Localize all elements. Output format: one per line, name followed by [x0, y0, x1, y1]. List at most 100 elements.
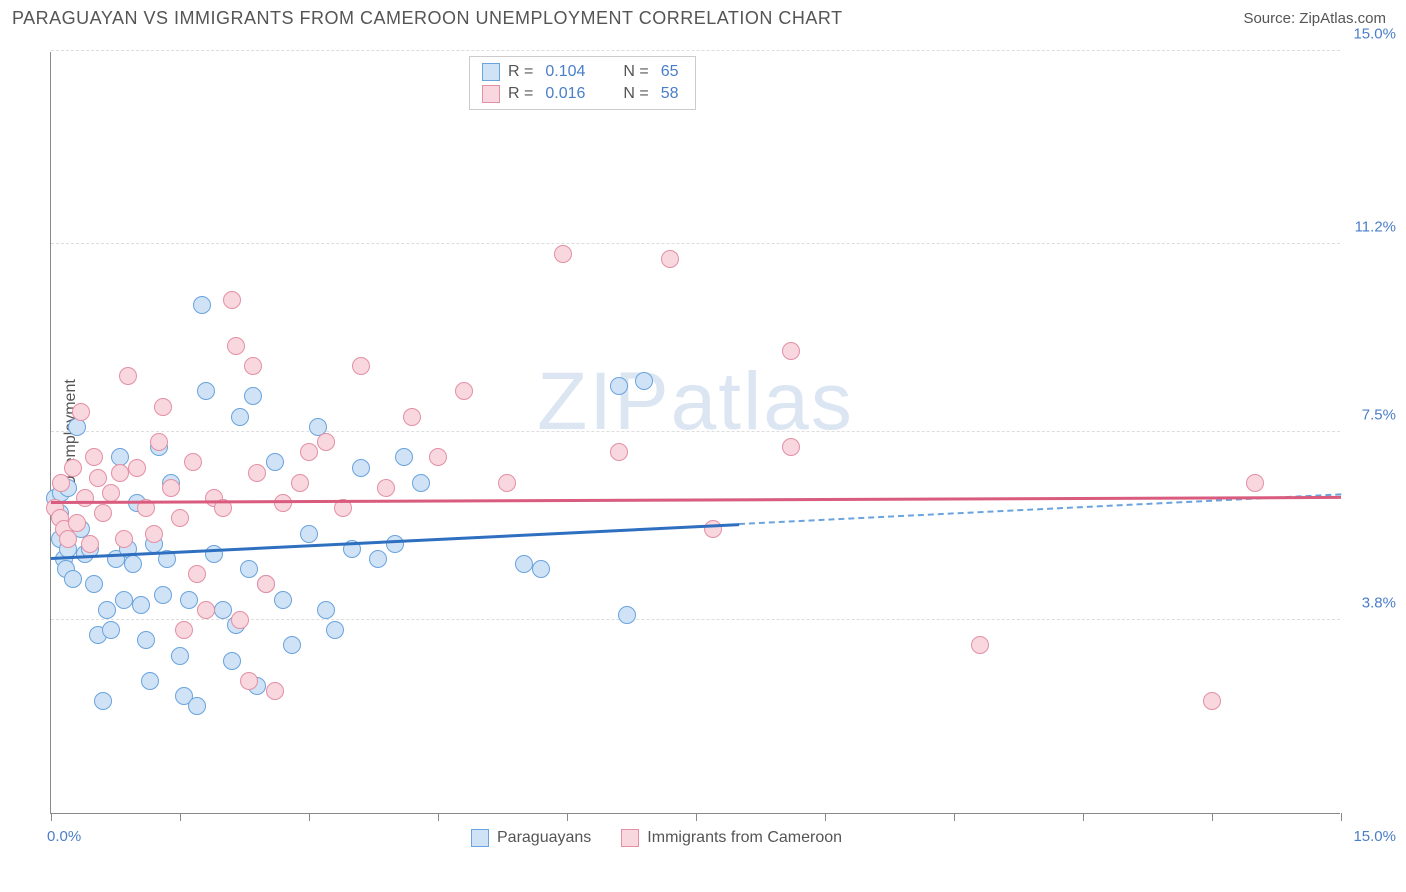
data-point [1203, 692, 1221, 710]
data-point [102, 621, 120, 639]
data-point [124, 555, 142, 573]
data-point [283, 636, 301, 654]
stats-row-series-1: R = 0.104 N = 65 [482, 61, 683, 83]
data-point [119, 367, 137, 385]
x-tick [567, 813, 568, 821]
data-point [248, 464, 266, 482]
data-point [145, 525, 163, 543]
x-tick [696, 813, 697, 821]
data-point [386, 535, 404, 553]
data-point [171, 647, 189, 665]
data-point [72, 403, 90, 421]
data-point [52, 474, 70, 492]
data-point [188, 565, 206, 583]
data-point [369, 550, 387, 568]
x-tick [825, 813, 826, 821]
data-point [184, 453, 202, 471]
data-point [94, 692, 112, 710]
data-point [115, 591, 133, 609]
data-point [132, 596, 150, 614]
x-axis-min-label: 0.0% [47, 828, 81, 845]
data-point [610, 377, 628, 395]
x-tick [1212, 813, 1213, 821]
gridline [51, 243, 1340, 244]
data-point [377, 479, 395, 497]
x-tick [438, 813, 439, 821]
data-point [64, 459, 82, 477]
correlation-stats-box: R = 0.104 N = 65 R = 0.016 N = 58 [469, 56, 696, 110]
data-point [300, 443, 318, 461]
data-point [782, 438, 800, 456]
data-point [704, 520, 722, 538]
data-point [300, 525, 318, 543]
data-point [89, 469, 107, 487]
data-point [154, 586, 172, 604]
data-point [68, 418, 86, 436]
data-point [317, 433, 335, 451]
data-point [231, 611, 249, 629]
data-point [76, 489, 94, 507]
data-point [618, 606, 636, 624]
x-tick [954, 813, 955, 821]
data-point [971, 636, 989, 654]
data-point [635, 372, 653, 390]
data-point [197, 601, 215, 619]
data-point [240, 560, 258, 578]
legend-swatch-2 [621, 829, 639, 847]
data-point [154, 398, 172, 416]
legend-item-1: Paraguayans [471, 829, 591, 847]
data-point [266, 453, 284, 471]
y-tick-label: 15.0% [1346, 26, 1396, 43]
chart-title: PARAGUAYAN VS IMMIGRANTS FROM CAMEROON U… [12, 8, 843, 29]
legend-label-1: Paraguayans [497, 829, 591, 847]
data-point [782, 342, 800, 360]
x-tick [1341, 813, 1342, 821]
data-point [227, 337, 245, 355]
x-tick [180, 813, 181, 821]
data-point [240, 672, 258, 690]
data-point [455, 382, 473, 400]
data-point [412, 474, 430, 492]
y-tick-label: 7.5% [1346, 407, 1396, 424]
r-label: R = [508, 85, 533, 103]
chart-header: PARAGUAYAN VS IMMIGRANTS FROM CAMEROON U… [0, 0, 1406, 35]
x-tick [1083, 813, 1084, 821]
data-point [175, 621, 193, 639]
data-point [317, 601, 335, 619]
r-value-2: 0.016 [541, 85, 589, 103]
y-tick-label: 11.2% [1346, 219, 1396, 236]
swatch-series-1 [482, 63, 500, 81]
data-point [171, 509, 189, 527]
data-point [231, 408, 249, 426]
r-value-1: 0.104 [541, 63, 589, 81]
data-point [81, 535, 99, 553]
data-point [498, 474, 516, 492]
data-point [291, 474, 309, 492]
data-point [661, 250, 679, 268]
y-tick-label: 3.8% [1346, 594, 1396, 611]
chart-source: Source: ZipAtlas.com [1243, 10, 1386, 27]
data-point [429, 448, 447, 466]
data-point [352, 357, 370, 375]
data-point [403, 408, 421, 426]
data-point [515, 555, 533, 573]
data-point [59, 530, 77, 548]
chart-legend: Paraguayans Immigrants from Cameroon [471, 829, 842, 847]
data-point [85, 448, 103, 466]
x-tick [309, 813, 310, 821]
n-value-1: 65 [657, 63, 683, 81]
data-point [137, 631, 155, 649]
data-point [266, 682, 284, 700]
gridline [51, 50, 1340, 51]
data-point [64, 570, 82, 588]
data-point [111, 464, 129, 482]
x-axis-max-label: 15.0% [1353, 828, 1396, 845]
data-point [193, 296, 211, 314]
data-point [223, 291, 241, 309]
data-point [141, 672, 159, 690]
data-point [257, 575, 275, 593]
data-point [102, 484, 120, 502]
gridline [51, 431, 1340, 432]
data-point [223, 652, 241, 670]
legend-swatch-1 [471, 829, 489, 847]
